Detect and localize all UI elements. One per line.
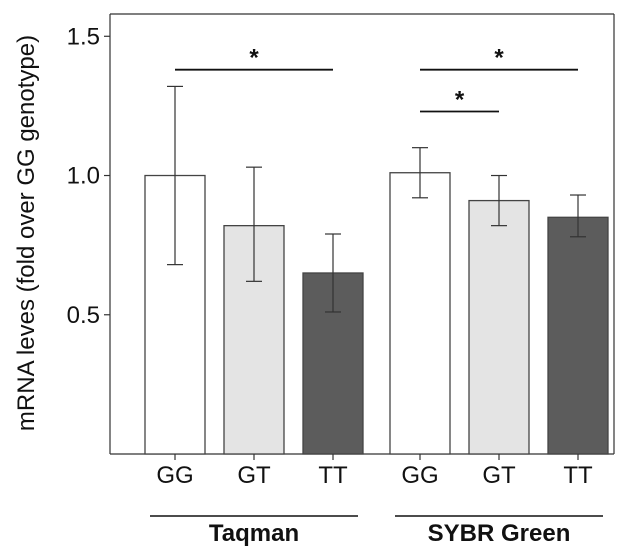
- x-tick-label: GT: [237, 462, 271, 489]
- error-bars-layer: [167, 85, 586, 313]
- bars-layer: [144, 172, 609, 455]
- group-labels: Taqman SYBR Green: [150, 515, 603, 546]
- significance-star: *: [249, 45, 259, 72]
- x-tick-label: GG: [401, 462, 438, 489]
- y-tick-label: 0.5: [67, 302, 100, 329]
- y-tick-label: 1.0: [67, 163, 100, 190]
- significance-star: *: [455, 86, 465, 113]
- group-label: SYBR Green: [428, 520, 571, 546]
- y-axis: 0.5 1.0 1.5: [67, 23, 110, 329]
- bar-sybr-green-gt: [468, 199, 530, 455]
- y-tick-label: 1.5: [67, 23, 100, 50]
- x-tick-label: TT: [318, 462, 348, 489]
- x-tick-label: TT: [563, 462, 593, 489]
- significance-layer: * * *: [175, 45, 578, 113]
- x-tick-label: GT: [482, 462, 516, 489]
- bar-sybr-green-tt: [547, 216, 609, 455]
- bar-sybr-green-gg: [389, 172, 451, 455]
- significance-star: *: [494, 45, 504, 72]
- x-tick-label: GG: [156, 462, 193, 489]
- x-axis: GG GT TT GG GT TT: [156, 454, 593, 489]
- y-axis-title: mRNA leves (fold over GG genotype): [13, 35, 40, 431]
- group-label: Taqman: [209, 520, 299, 546]
